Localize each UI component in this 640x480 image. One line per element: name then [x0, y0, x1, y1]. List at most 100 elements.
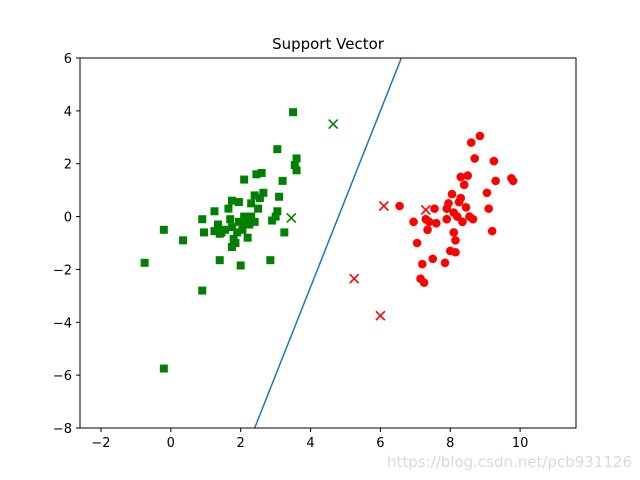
data-point-square — [213, 220, 222, 229]
y-tick-label: −4 — [53, 316, 72, 331]
data-point-square — [224, 204, 233, 213]
data-point-circle — [430, 204, 439, 213]
data-point-square — [210, 207, 219, 216]
data-point-square — [243, 233, 252, 242]
data-point-circle — [489, 156, 499, 166]
data-point-circle — [487, 226, 497, 236]
data-point-square — [292, 154, 301, 163]
data-point-circle — [444, 199, 453, 208]
data-point-square — [240, 175, 249, 184]
data-point-square — [227, 223, 236, 232]
data-point-square — [292, 166, 301, 175]
data-point-square — [254, 204, 263, 213]
data-point-circle — [423, 225, 432, 235]
data-point-square — [247, 199, 256, 208]
data-point-x — [286, 212, 297, 223]
data-point-square — [266, 256, 275, 265]
data-point-square — [240, 212, 249, 221]
data-point-square — [227, 196, 236, 205]
x-tick-label: 10 — [512, 436, 529, 451]
data-point-square — [271, 212, 280, 221]
data-point-circle — [424, 217, 434, 227]
data-point-square — [234, 198, 243, 207]
data-point-square — [226, 215, 235, 224]
data-point-circle — [491, 176, 500, 186]
data-point-circle — [431, 218, 441, 228]
data-point-circle — [475, 131, 485, 141]
data-point-square — [259, 188, 268, 197]
data-point-x — [420, 204, 431, 216]
data-point-circle — [447, 189, 457, 199]
data-point-square — [278, 176, 287, 185]
data-point-circle — [466, 138, 476, 147]
x-tick-label: 0 — [167, 436, 175, 451]
data-point-circle — [456, 172, 466, 182]
data-point-square — [250, 217, 259, 226]
y-tick-label: 2 — [64, 158, 72, 173]
data-point-square — [159, 364, 168, 373]
x-tick-label: 8 — [446, 436, 454, 451]
x-tick-label: 6 — [376, 436, 384, 451]
data-point-circle — [459, 180, 469, 190]
data-point-square — [215, 256, 224, 265]
watermark-text: https://blog.csdn.net/pcb931126 — [387, 453, 632, 471]
data-point-circle — [484, 204, 493, 213]
data-point-square — [290, 161, 299, 170]
y-tick-label: −8 — [53, 422, 72, 437]
y-tick-label: 0 — [64, 211, 72, 226]
data-point-square — [200, 228, 208, 237]
data-point-square — [198, 286, 207, 295]
data-point-circle — [440, 258, 450, 268]
data-point-square — [179, 236, 188, 245]
data-point-square — [273, 207, 282, 216]
data-point-x — [378, 200, 389, 212]
data-point-circle — [456, 193, 466, 203]
data-point-circle — [418, 259, 427, 269]
data-point-square — [245, 220, 254, 229]
data-point-square — [257, 168, 266, 177]
separating-line — [253, 58, 403, 428]
data-point-square — [255, 194, 264, 203]
data-point-circle — [442, 214, 452, 224]
y-tick-label: −6 — [53, 369, 72, 384]
x-tick-label: 4 — [306, 436, 314, 451]
data-point-circle — [463, 171, 473, 180]
data-point-circle — [395, 201, 404, 211]
data-point-square — [236, 261, 245, 270]
data-point-x — [349, 273, 360, 284]
data-point-circle — [451, 236, 460, 245]
data-point-square — [252, 170, 261, 179]
data-point-circle — [458, 217, 467, 227]
data-point-square — [220, 225, 229, 234]
data-point-square — [273, 145, 282, 154]
data-point-circle — [451, 247, 460, 257]
data-point-circle — [482, 188, 492, 198]
data-point-square — [238, 225, 247, 234]
data-point-square — [210, 227, 219, 236]
data-point-circle — [409, 217, 418, 227]
data-point-square — [250, 191, 259, 200]
x-tick-label: −2 — [91, 436, 110, 451]
data-point-square — [198, 215, 207, 224]
data-point-square — [234, 217, 243, 226]
plot-frame — [79, 57, 577, 429]
data-point-circle — [508, 176, 518, 186]
y-tick-label: 6 — [64, 52, 72, 67]
y-tick-label: −2 — [53, 263, 72, 278]
data-point-circle — [449, 228, 459, 237]
data-point-square — [280, 228, 289, 237]
data-point-x — [328, 119, 339, 130]
data-point-square — [247, 212, 256, 221]
data-point-square — [159, 225, 168, 234]
data-point-square — [289, 108, 298, 117]
chart-title: Support Vector — [272, 35, 385, 53]
data-point-square — [140, 258, 149, 267]
data-point-square — [233, 228, 242, 237]
data-point-x — [375, 310, 386, 321]
y-tick-label: 4 — [64, 105, 72, 120]
data-point-circle — [428, 254, 438, 264]
data-point-circle — [419, 278, 429, 287]
data-point-circle — [468, 214, 478, 224]
